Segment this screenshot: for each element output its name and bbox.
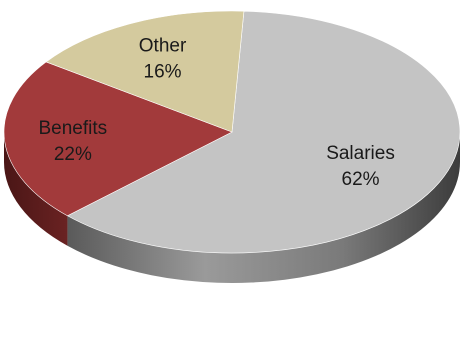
slice-label-salaries: Salaries xyxy=(326,143,395,164)
pie-sides xyxy=(4,132,461,283)
slice-value-salaries: 62% xyxy=(342,169,380,190)
slice-label-other: Other xyxy=(139,36,187,57)
pie-labels: Salaries 62% Benefits 22% Other 16% xyxy=(39,36,395,190)
slice-value-other: 16% xyxy=(144,62,182,83)
slice-side-benefits xyxy=(4,132,68,246)
slice-other xyxy=(45,10,245,133)
slice-salaries xyxy=(66,10,461,254)
slice-label-benefits: Benefits xyxy=(39,118,108,139)
slice-value-benefits: 22% xyxy=(54,144,92,165)
slice-side-salaries xyxy=(67,132,461,283)
slice-benefits xyxy=(3,61,233,217)
pie-tops xyxy=(3,10,461,254)
